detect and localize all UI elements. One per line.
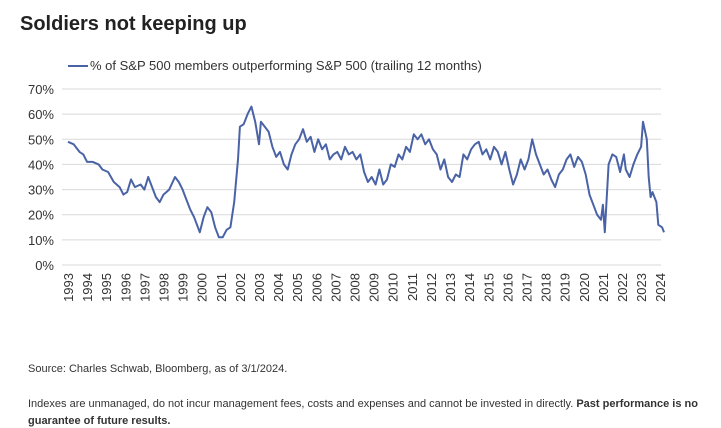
x-tick-label: 2005 <box>290 273 305 302</box>
disclaimer: Indexes are unmanaged, do not incur mana… <box>28 396 713 428</box>
x-tick-label: 2003 <box>252 273 267 302</box>
y-tick-label: 20% <box>28 208 54 223</box>
series-line <box>67 105 665 239</box>
x-tick-label: 2016 <box>500 273 515 302</box>
x-tick-label: 2010 <box>386 273 401 302</box>
disclaimer-text: Indexes are unmanaged, do not incur mana… <box>28 398 574 410</box>
y-tick-label: 60% <box>28 107 54 122</box>
chart: Soldiers not keeping up % of S&P 500 mem… <box>20 13 668 302</box>
y-tick-label: 70% <box>28 82 54 97</box>
x-tick-label: 2013 <box>443 273 458 302</box>
x-tick-label: 2011 <box>405 273 420 301</box>
y-tick-label: 50% <box>28 132 54 147</box>
y-tick-label: 10% <box>28 233 54 248</box>
x-tick-label: 2021 <box>596 273 611 302</box>
x-tick-label: 2000 <box>195 273 210 302</box>
x-tick-label: 2024 <box>653 273 668 302</box>
x-tick-label: 2006 <box>309 273 324 302</box>
x-tick-label: 2004 <box>271 273 286 302</box>
x-tick-label: 2020 <box>577 273 592 302</box>
legend-label: % of S&P 500 members outperforming S&P 5… <box>90 58 482 73</box>
x-tick-label: 1999 <box>176 273 191 302</box>
disclaimer-bold: Past performance is no guarantee of futu… <box>28 398 698 427</box>
x-tick-label: 2015 <box>481 273 496 302</box>
x-tick-label: 2002 <box>233 273 248 302</box>
x-tick-label: 1993 <box>61 273 76 302</box>
y-tick-label: 0% <box>35 258 54 273</box>
x-tick-label: 2007 <box>328 273 343 302</box>
x-tick-label: 2008 <box>348 273 363 302</box>
x-tick-label: 2001 <box>214 273 229 302</box>
y-tick-label: 30% <box>28 183 54 198</box>
x-tick-label: 1996 <box>118 273 133 302</box>
chart-title: Soldiers not keeping up <box>20 13 247 35</box>
y-tick-label: 40% <box>28 157 54 172</box>
x-tick-label: 2019 <box>558 273 573 302</box>
x-tick-label: 1997 <box>137 273 152 302</box>
x-tick-label: 1994 <box>80 273 95 302</box>
x-tick-label: 2023 <box>634 273 649 302</box>
x-tick-label: 1995 <box>99 273 114 302</box>
source: Source: Charles Schwab, Bloomberg, as of… <box>28 363 288 375</box>
x-tick-label: 2018 <box>539 273 554 302</box>
x-tick-label: 2012 <box>424 273 439 302</box>
x-tick-label: 2022 <box>615 273 630 302</box>
x-tick-label: 2009 <box>367 273 382 302</box>
x-tick-label: 2014 <box>462 273 477 302</box>
x-tick-label: 1998 <box>157 273 172 302</box>
x-tick-label: 2017 <box>519 273 534 302</box>
